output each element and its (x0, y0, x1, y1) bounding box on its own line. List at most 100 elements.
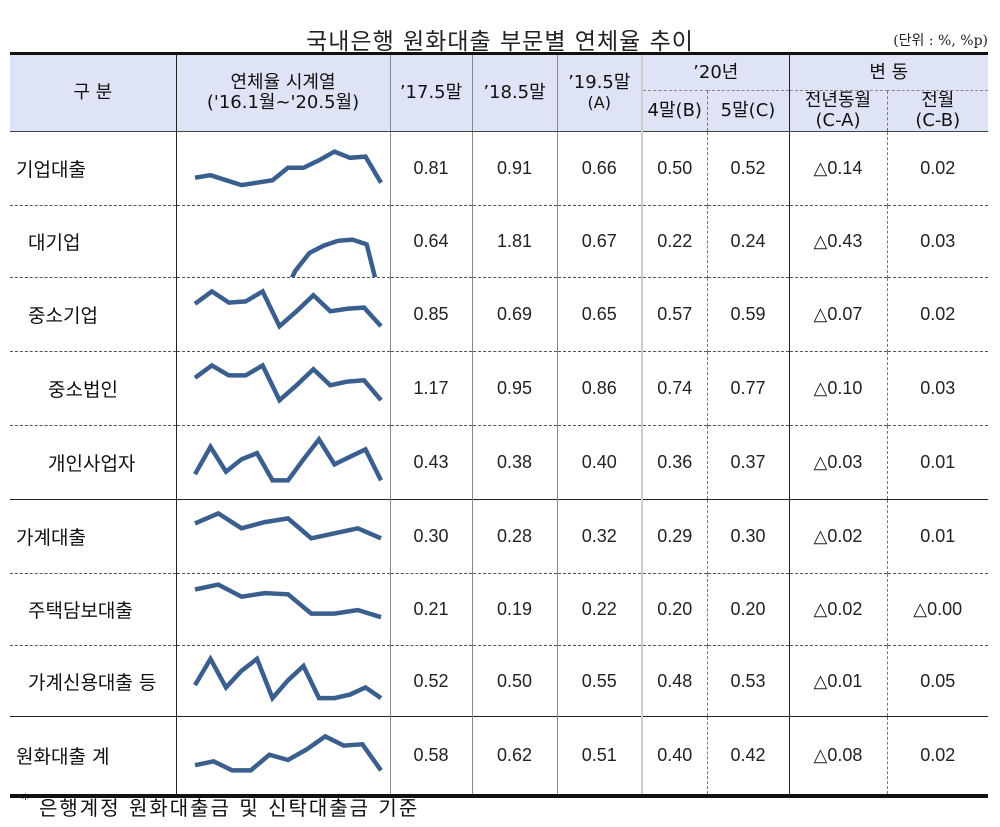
sparkline-chart (193, 510, 382, 541)
table-row: 가계대출 0.30 0.28 0.32 0.29 0.30 △0.02 0.01 (10, 499, 988, 574)
value-17-5: 0.64 (389, 205, 472, 278)
sparkline (175, 205, 390, 278)
unit-label: (단위 : %, %p) (893, 33, 988, 49)
header-may: 5말(C) (706, 90, 789, 132)
table-row: 중소법인 1.17 0.95 0.86 0.74 0.77 △0.10 0.03 (10, 351, 988, 426)
sparkline-chart (193, 362, 383, 404)
value-yoy: △0.02 (788, 573, 887, 646)
value-19-5: 0.32 (556, 499, 642, 574)
value-apr: 0.22 (641, 205, 707, 278)
value-17-5: 1.17 (389, 351, 472, 426)
header-category: 구 분 (10, 53, 176, 132)
value-yoy: △0.03 (788, 425, 887, 500)
row-label: 중소기업 (10, 277, 176, 352)
row-label: 원화대출 계 (10, 716, 176, 796)
value-19-5: 0.55 (556, 645, 642, 717)
value-may: 0.30 (706, 499, 789, 574)
value-yoy: △0.01 (788, 645, 887, 717)
header-apr: 4말(B) (641, 90, 707, 132)
delinquency-table: 구 분 연체율 시계열 ('16.1월~'20.5월) ’17.5말 ’18.5말… (10, 52, 988, 798)
value-17-5: 0.43 (389, 425, 472, 500)
sparkline (175, 499, 390, 574)
value-may: 0.59 (706, 277, 789, 352)
value-18-5: 0.28 (471, 499, 557, 574)
value-17-5: 0.21 (389, 573, 472, 646)
header-mom: 전월 (C-B) (886, 90, 988, 132)
header-year-20: ’20년 (641, 53, 789, 91)
sparkline (175, 716, 390, 796)
value-19-5: 0.22 (556, 573, 642, 646)
value-18-5: 1.81 (471, 205, 557, 278)
row-label: 가계대출 (10, 499, 176, 574)
value-17-5: 0.58 (389, 716, 472, 796)
row-label: 개인사업자 (10, 425, 176, 500)
table-row: 가계신용대출 등 0.52 0.50 0.55 0.48 0.53 △0.01 0.05 (10, 645, 988, 717)
sparkline (175, 351, 390, 426)
value-may: 0.20 (706, 573, 789, 646)
value-18-5: 0.91 (471, 131, 557, 206)
value-mom: 0.01 (886, 499, 988, 574)
row-label: 기업대출 (16, 159, 86, 181)
sparkline (175, 277, 390, 352)
value-may: 0.42 (706, 716, 789, 796)
value-yoy: △0.43 (788, 205, 887, 278)
value-19-5: 0.51 (556, 716, 642, 796)
header-19-5: ’19.5말 (A) (556, 53, 642, 132)
sparkline-chart (194, 149, 383, 188)
value-yoy: △0.08 (788, 716, 887, 796)
value-may: 0.53 (706, 645, 789, 717)
value-mom: 0.01 (886, 425, 988, 500)
value-19-5: 0.40 (556, 425, 642, 500)
table-row: 주택담보대출 0.21 0.19 0.22 0.20 0.20 △0.02 △0.00 (10, 573, 988, 646)
value-apr: 0.57 (641, 277, 707, 352)
sparkline-chart (192, 654, 382, 703)
value-yoy: △0.07 (788, 277, 887, 352)
table-row: 원화대출 계 0.58 0.62 0.51 0.40 0.42 △0.08 0.02 (10, 716, 988, 796)
value-apr: 0.20 (641, 573, 707, 646)
value-mom: △0.00 (886, 573, 988, 646)
row-label: 가계신용대출 등 (10, 645, 176, 717)
value-yoy: △0.02 (788, 499, 887, 574)
sparkline-chart (289, 237, 377, 277)
value-mom: 0.02 (886, 716, 988, 796)
sparkline (175, 131, 390, 206)
row-label: 주택담보대출 (10, 573, 176, 646)
value-apr: 0.40 (641, 716, 707, 796)
header-17-5: ’17.5말 (389, 53, 472, 132)
sparkline-chart (194, 733, 383, 773)
table-row: 대기업 0.64 1.81 0.67 0.22 0.24 △0.43 0.03 (10, 205, 988, 278)
sparkline (175, 645, 390, 717)
row-label: 중소법인 (10, 351, 176, 426)
table-row: 기업대출 0.81 0.91 0.66 0.50 0.52 △0.14 0.02 (10, 131, 988, 206)
value-18-5: 0.69 (471, 277, 557, 352)
value-may: 0.24 (706, 205, 789, 278)
row-label: 대기업 (10, 205, 176, 278)
table-row: 중소기업 0.85 0.69 0.65 0.57 0.59 △0.07 0.02 (10, 277, 988, 352)
sparkline-chart (194, 582, 382, 620)
value-apr: 0.48 (641, 645, 707, 717)
value-may: 0.37 (706, 425, 789, 500)
value-mom: 0.05 (886, 645, 988, 717)
value-yoy: △0.10 (788, 351, 887, 426)
value-19-5: 0.66 (556, 131, 642, 206)
value-18-5: 0.62 (471, 716, 557, 796)
sparkline (175, 425, 390, 500)
value-19-5: 0.86 (556, 351, 642, 426)
value-17-5: 0.30 (389, 499, 472, 574)
value-18-5: 0.95 (471, 351, 557, 426)
value-mom: 0.03 (886, 205, 988, 278)
page-title: 국내은행 원화대출 부문별 연체율 추이 (306, 29, 694, 55)
header-series: 연체율 시계열 ('16.1월~'20.5월) (175, 53, 390, 132)
value-apr: 0.50 (641, 131, 707, 206)
value-17-5: 0.81 (389, 131, 472, 206)
sparkline (175, 573, 390, 646)
value-apr: 0.29 (641, 499, 707, 574)
sparkline-chart (192, 435, 383, 483)
value-mom: 0.02 (886, 131, 988, 206)
header-18-5: ’18.5말 (471, 53, 557, 132)
sparkline-chart (193, 288, 383, 330)
table-row: 개인사업자 0.43 0.38 0.40 0.36 0.37 △0.03 0.01 (10, 425, 988, 500)
header-yoy: 전년동월 (C-A) (788, 90, 887, 132)
value-17-5: 0.85 (389, 277, 472, 352)
header-change: 변 동 (788, 53, 988, 91)
